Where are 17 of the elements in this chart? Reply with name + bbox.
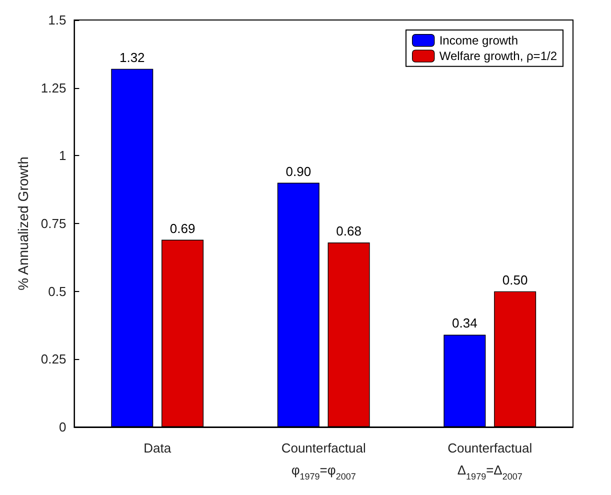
text: 0.68: [336, 223, 362, 238]
y-tick-label: 1: [58, 148, 66, 164]
text: 0.69: [170, 220, 196, 236]
y-tick-label: 1.25: [40, 80, 66, 96]
y-tick-label: 0.25: [40, 352, 66, 367]
legend-label: Income growth: [439, 33, 518, 48]
y-tick-label: 0.75: [40, 216, 66, 231]
y-tick-label: 0.5: [48, 284, 66, 299]
text: 0.50: [502, 272, 528, 288]
text: 1.32: [119, 50, 145, 65]
legend-label: Welfare growth, ρ=1/2: [439, 49, 558, 64]
x-tick-label: Data: [144, 440, 172, 456]
y-tick-label: 0: [58, 420, 66, 434]
text: 0.34: [452, 316, 478, 331]
text: 0.90: [286, 164, 312, 179]
y-tick-label: 1.5: [48, 12, 66, 28]
y-axis-title: % Annualized Growth: [15, 156, 31, 290]
